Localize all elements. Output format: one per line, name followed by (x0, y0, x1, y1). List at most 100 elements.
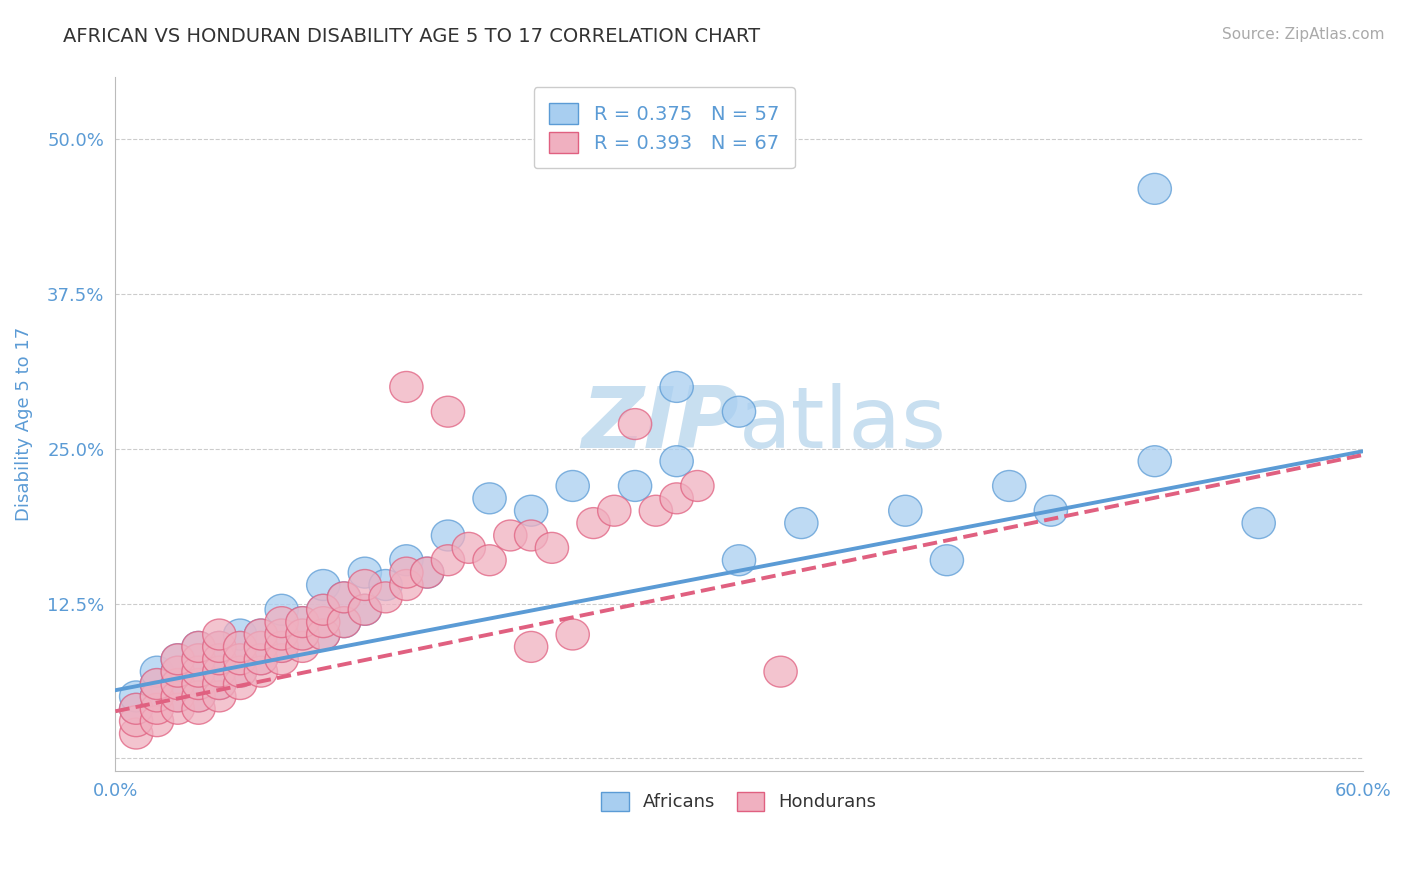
Ellipse shape (328, 582, 361, 613)
Ellipse shape (162, 657, 194, 687)
Ellipse shape (349, 558, 381, 588)
Ellipse shape (266, 607, 298, 638)
Ellipse shape (515, 632, 548, 663)
Ellipse shape (389, 545, 423, 575)
Legend: Africans, Hondurans: Africans, Hondurans (589, 779, 889, 824)
Ellipse shape (202, 619, 236, 650)
Ellipse shape (640, 495, 672, 526)
Ellipse shape (328, 607, 361, 638)
Ellipse shape (307, 594, 340, 625)
Y-axis label: Disability Age 5 to 17: Disability Age 5 to 17 (15, 327, 32, 521)
Ellipse shape (555, 470, 589, 501)
Ellipse shape (162, 644, 194, 674)
Ellipse shape (619, 470, 652, 501)
Ellipse shape (349, 594, 381, 625)
Ellipse shape (245, 657, 277, 687)
Ellipse shape (1241, 508, 1275, 539)
Ellipse shape (536, 533, 568, 564)
Ellipse shape (1137, 446, 1171, 476)
Ellipse shape (224, 657, 257, 687)
Ellipse shape (245, 632, 277, 663)
Ellipse shape (141, 706, 173, 737)
Ellipse shape (162, 681, 194, 712)
Ellipse shape (931, 545, 963, 575)
Ellipse shape (576, 508, 610, 539)
Ellipse shape (245, 619, 277, 650)
Ellipse shape (307, 619, 340, 650)
Ellipse shape (285, 619, 319, 650)
Ellipse shape (389, 371, 423, 402)
Ellipse shape (224, 644, 257, 674)
Ellipse shape (368, 582, 402, 613)
Ellipse shape (266, 644, 298, 674)
Ellipse shape (141, 669, 173, 699)
Ellipse shape (411, 558, 444, 588)
Ellipse shape (202, 632, 236, 663)
Ellipse shape (763, 657, 797, 687)
Ellipse shape (598, 495, 631, 526)
Ellipse shape (472, 545, 506, 575)
Ellipse shape (181, 644, 215, 674)
Ellipse shape (1137, 173, 1171, 204)
Ellipse shape (285, 619, 319, 650)
Ellipse shape (181, 632, 215, 663)
Ellipse shape (181, 657, 215, 687)
Ellipse shape (245, 644, 277, 674)
Ellipse shape (411, 558, 444, 588)
Ellipse shape (785, 508, 818, 539)
Ellipse shape (120, 718, 153, 749)
Ellipse shape (141, 681, 173, 712)
Ellipse shape (889, 495, 922, 526)
Ellipse shape (349, 569, 381, 600)
Ellipse shape (453, 533, 485, 564)
Ellipse shape (555, 619, 589, 650)
Ellipse shape (181, 693, 215, 724)
Ellipse shape (432, 520, 464, 551)
Ellipse shape (120, 693, 153, 724)
Text: atlas: atlas (740, 383, 948, 466)
Ellipse shape (266, 619, 298, 650)
Text: AFRICAN VS HONDURAN DISABILITY AGE 5 TO 17 CORRELATION CHART: AFRICAN VS HONDURAN DISABILITY AGE 5 TO … (63, 27, 761, 45)
Ellipse shape (515, 520, 548, 551)
Ellipse shape (307, 594, 340, 625)
Ellipse shape (285, 607, 319, 638)
Ellipse shape (659, 446, 693, 476)
Ellipse shape (224, 619, 257, 650)
Ellipse shape (1035, 495, 1067, 526)
Ellipse shape (993, 470, 1026, 501)
Ellipse shape (266, 632, 298, 663)
Ellipse shape (349, 594, 381, 625)
Ellipse shape (432, 545, 464, 575)
Ellipse shape (515, 495, 548, 526)
Ellipse shape (681, 470, 714, 501)
Ellipse shape (181, 669, 215, 699)
Ellipse shape (120, 693, 153, 724)
Ellipse shape (181, 669, 215, 699)
Ellipse shape (266, 594, 298, 625)
Ellipse shape (224, 657, 257, 687)
Ellipse shape (245, 619, 277, 650)
Ellipse shape (266, 632, 298, 663)
Ellipse shape (245, 632, 277, 663)
Ellipse shape (202, 644, 236, 674)
Ellipse shape (328, 582, 361, 613)
Ellipse shape (224, 644, 257, 674)
Ellipse shape (307, 607, 340, 638)
Ellipse shape (472, 483, 506, 514)
Ellipse shape (619, 409, 652, 440)
Ellipse shape (202, 657, 236, 687)
Ellipse shape (162, 669, 194, 699)
Ellipse shape (202, 669, 236, 699)
Ellipse shape (659, 483, 693, 514)
Ellipse shape (328, 607, 361, 638)
Ellipse shape (389, 558, 423, 588)
Ellipse shape (162, 669, 194, 699)
Ellipse shape (368, 569, 402, 600)
Ellipse shape (202, 632, 236, 663)
Ellipse shape (141, 681, 173, 712)
Ellipse shape (245, 644, 277, 674)
Ellipse shape (141, 657, 173, 687)
Ellipse shape (162, 681, 194, 712)
Ellipse shape (120, 706, 153, 737)
Ellipse shape (307, 569, 340, 600)
